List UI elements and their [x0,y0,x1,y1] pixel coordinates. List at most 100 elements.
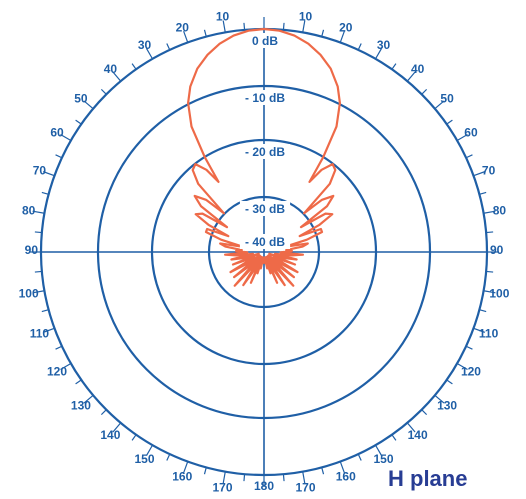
angle-label-140: 140 [100,428,120,442]
angle-tick [34,270,42,273]
angle-tick [32,210,45,214]
angle-tick [243,474,246,482]
angle-tick [446,379,453,385]
angle-label-50: 50 [440,91,454,105]
angle-tick [183,30,189,43]
angle-tick [483,290,496,294]
angle-label-160: 160 [336,470,356,484]
angle-label-110: 110 [479,327,499,341]
angle-tick [465,154,473,159]
angle-label-110: 110 [30,327,50,341]
angle-tick [446,119,453,125]
angle-label-120: 120 [461,365,481,379]
angle-tick [112,422,122,433]
angle-label-140: 140 [408,428,428,442]
angle-label-130: 130 [437,399,457,413]
ring-label-0: 0 dB [252,34,278,48]
angle-tick [112,71,122,82]
ring-label-bg [239,90,291,105]
angle-label-100: 100 [489,287,509,301]
angle-tick [456,133,468,142]
ring-label-bg [239,144,291,159]
angle-label-50: 50 [74,91,88,105]
angle-tick [145,48,154,60]
angle-tick [100,409,107,416]
angle-label-90: 90 [25,243,39,257]
angle-tick [145,444,154,456]
ring-label-4: - 40 dB [245,235,285,249]
ring-label-2: - 20 dB [245,145,285,159]
pattern-trace [187,27,341,287]
angle-label-70: 70 [33,163,47,177]
angle-label-10: 10 [216,10,230,24]
angle-label-20: 20 [176,20,190,34]
angle-label-150: 150 [373,452,393,466]
ring-label-bg [239,201,291,216]
angle-label-170: 170 [295,480,315,494]
angle-label-40: 40 [104,62,118,76]
angle-tick [321,29,325,37]
angle-label-100: 100 [19,287,39,301]
angle-tick [60,362,72,371]
angle-tick [41,191,49,195]
polar-grid [29,17,499,487]
angle-tick [406,422,416,433]
radiation-pattern [187,27,341,287]
angle-tick [406,71,416,82]
angle-tick [456,362,468,371]
angle-tick [434,100,445,110]
angle-tick [131,434,137,441]
angle-label-120: 120 [47,365,67,379]
angle-tick [282,22,285,30]
angle-tick [41,309,49,313]
chart-title: H plane [388,466,468,491]
angle-label-80: 80 [493,203,507,217]
angle-tick [282,474,285,482]
angle-tick [479,191,487,195]
angle-tick [339,30,345,43]
angle-tick [243,22,246,30]
angle-tick [302,471,306,484]
ring-label-bg [239,234,291,249]
angle-label-170: 170 [212,480,232,494]
angle-tick [55,154,63,159]
angle-tick [479,309,487,313]
angle-label-10: 10 [299,10,313,24]
angle-label-150: 150 [134,452,154,466]
ring-label-3: - 30 dB [245,202,285,216]
angle-tick [166,43,171,51]
angle-label-90: 90 [490,243,504,257]
angle-label-30: 30 [138,38,152,52]
angle-tick [32,290,45,294]
angle-tick [391,63,397,70]
angle-tick [166,453,171,461]
angle-label-20: 20 [339,20,353,34]
ring-label-1: - 10 dB [245,91,285,105]
angle-label-70: 70 [482,163,496,177]
angle-tick [421,88,428,95]
angle-labels: 10 20 30 40 50 60 70 80 90 100 110 120 130 140 150 160 1… [19,10,510,495]
angle-tick [465,345,473,350]
angle-tick [100,88,107,95]
angle-tick [473,327,486,333]
angle-label-60: 60 [50,126,64,140]
ring-label-bg [249,33,281,48]
angle-tick [183,461,189,474]
angle-label-60: 60 [464,126,478,140]
angle-tick [357,43,362,51]
angle-tick [391,434,397,441]
angle-label-130: 130 [71,399,91,413]
angle-tick [203,29,207,37]
angle-label-80: 80 [22,203,36,217]
angle-tick [302,20,306,33]
angle-tick [203,467,207,475]
angle-tick [42,171,55,177]
angle-tick [222,471,226,484]
angle-tick [374,48,383,60]
angle-label-180: 180 [254,479,274,493]
angle-tick [34,231,42,234]
angle-tick [83,100,94,110]
angle-tick [421,409,428,416]
angle-tick [131,63,137,70]
